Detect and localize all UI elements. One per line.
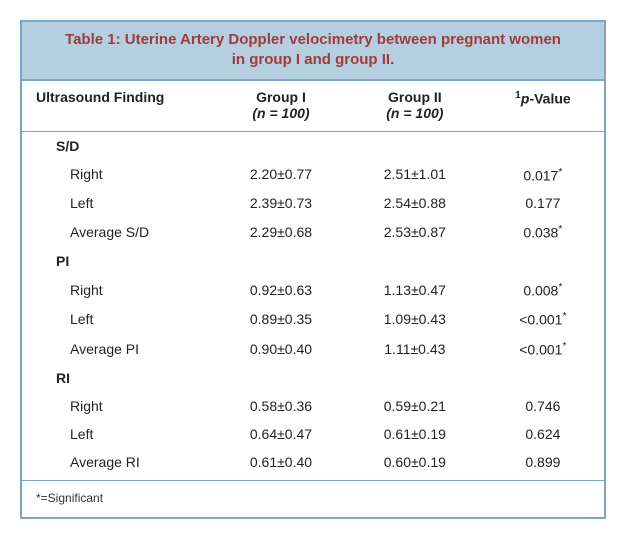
significance-asterisk: *: [558, 281, 562, 293]
cell-pvalue: 0.038*: [482, 217, 604, 247]
cell-group2: 2.51±1.01: [348, 160, 482, 190]
cell-pvalue: <0.001*: [482, 334, 604, 364]
cell-name: Average PI: [22, 334, 214, 364]
cell-group2: 1.09±0.43: [348, 304, 482, 334]
cell-group1: 0.90±0.40: [214, 334, 348, 364]
col-header-group2: Group II (n = 100): [348, 81, 482, 132]
cell-group2: 1.13±0.47: [348, 275, 482, 305]
cell-pvalue: <0.001*: [482, 304, 604, 334]
table-footnote: *=Significant: [22, 481, 604, 517]
cell-group1: 2.29±0.68: [214, 217, 348, 247]
table-body: S/DRight2.20±0.772.51±1.010.017*Left2.39…: [22, 131, 604, 480]
table-row: Average PI0.90±0.401.11±0.43<0.001*: [22, 334, 604, 364]
cell-group2: 0.59±0.21: [348, 392, 482, 420]
col-header-finding-l1: Ultrasound Finding: [36, 89, 164, 105]
cell-name: Right: [22, 275, 214, 305]
cell-group1: 0.89±0.35: [214, 304, 348, 334]
cell-name: Left: [22, 420, 214, 448]
cell-group2: 2.54±0.88: [348, 189, 482, 217]
cell-group1: 2.39±0.73: [214, 189, 348, 217]
col-header-group2-l2: (n = 100): [386, 105, 443, 121]
cell-pvalue: 0.008*: [482, 275, 604, 305]
col-header-group2-l1: Group II: [388, 89, 442, 105]
table-row: Left0.64±0.470.61±0.190.624: [22, 420, 604, 448]
table-row: Left0.89±0.351.09±0.43<0.001*: [22, 304, 604, 334]
table-row: Average S/D2.29±0.682.53±0.870.038*: [22, 217, 604, 247]
section-label: S/D: [22, 131, 604, 160]
significance-asterisk: *: [558, 166, 562, 178]
cell-name: Average RI: [22, 448, 214, 481]
cell-name: Right: [22, 392, 214, 420]
section-label: PI: [22, 247, 604, 275]
table-row: Average RI0.61±0.400.60±0.190.899: [22, 448, 604, 481]
cell-group2: 1.11±0.43: [348, 334, 482, 364]
cell-pvalue: 0.017*: [482, 160, 604, 190]
table-row: Right2.20±0.772.51±1.010.017*: [22, 160, 604, 190]
section-row: S/D: [22, 131, 604, 160]
cell-pvalue: 0.624: [482, 420, 604, 448]
cell-group1: 0.64±0.47: [214, 420, 348, 448]
cell-group1: 0.58±0.36: [214, 392, 348, 420]
table-container: Table 1: Uterine Artery Doppler velocime…: [20, 20, 606, 519]
col-header-pvalue-rest: -Value: [529, 90, 570, 106]
cell-name: Average S/D: [22, 217, 214, 247]
cell-group1: 0.61±0.40: [214, 448, 348, 481]
data-table: Ultrasound Finding Group I (n = 100) Gro…: [22, 81, 604, 481]
significance-asterisk: *: [562, 310, 566, 322]
cell-group1: 2.20±0.77: [214, 160, 348, 190]
col-header-group1: Group I (n = 100): [214, 81, 348, 132]
cell-name: Right: [22, 160, 214, 190]
cell-group2: 0.61±0.19: [348, 420, 482, 448]
cell-pvalue: 0.899: [482, 448, 604, 481]
section-label: RI: [22, 364, 604, 392]
table-row: Right0.58±0.360.59±0.210.746: [22, 392, 604, 420]
significance-asterisk: *: [558, 223, 562, 235]
header-row: Ultrasound Finding Group I (n = 100) Gro…: [22, 81, 604, 132]
significance-asterisk: *: [562, 340, 566, 352]
cell-pvalue: 0.177: [482, 189, 604, 217]
cell-name: Left: [22, 189, 214, 217]
col-header-group1-l1: Group I: [256, 89, 306, 105]
col-header-pvalue: 1p-Value: [482, 81, 604, 132]
cell-group2: 2.53±0.87: [348, 217, 482, 247]
table-row: Left2.39±0.732.54±0.880.177: [22, 189, 604, 217]
col-header-group1-l2: (n = 100): [252, 105, 309, 121]
table-title: Table 1: Uterine Artery Doppler velocime…: [22, 22, 604, 81]
table-row: Right0.92±0.631.13±0.470.008*: [22, 275, 604, 305]
cell-group2: 0.60±0.19: [348, 448, 482, 481]
cell-pvalue: 0.746: [482, 392, 604, 420]
section-row: RI: [22, 364, 604, 392]
cell-group1: 0.92±0.63: [214, 275, 348, 305]
section-row: PI: [22, 247, 604, 275]
cell-name: Left: [22, 304, 214, 334]
col-header-finding: Ultrasound Finding: [22, 81, 214, 132]
